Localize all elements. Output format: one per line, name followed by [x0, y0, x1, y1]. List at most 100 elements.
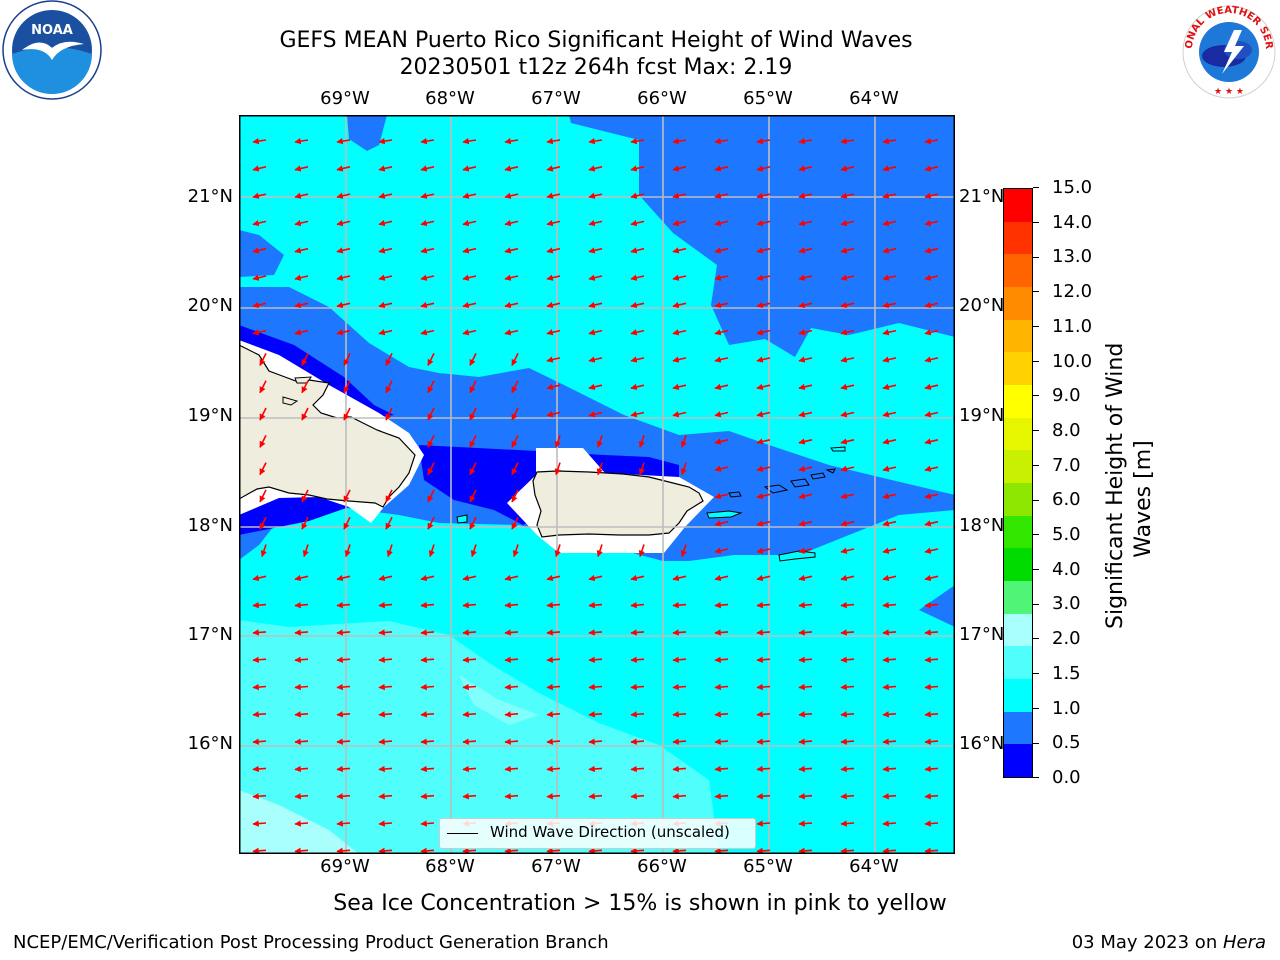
contour-0-0-southwest [239, 495, 349, 535]
wave-direction-arrow [336, 820, 351, 827]
noaa-logo-text: NOAA [31, 23, 73, 38]
wave-direction-arrow [714, 274, 729, 281]
wave-direction-arrow [798, 629, 813, 636]
lat-label-right-16n: 16°N [959, 733, 1005, 754]
wind-wave-arrows [252, 137, 939, 854]
wave-direction-arrow [714, 356, 729, 363]
wave-direction-arrow [756, 765, 771, 773]
wave-direction-arrow [504, 683, 519, 691]
wave-direction-arrow [672, 301, 687, 309]
wave-direction-arrow [924, 574, 939, 582]
wave-direction-arrow [840, 629, 855, 636]
wave-direction-arrow [840, 438, 855, 445]
wave-direction-arrow [294, 247, 309, 254]
land-virgin-islands-1 [763, 484, 789, 494]
wave-direction-arrow [385, 380, 393, 394]
wave-direction-arrow [420, 629, 435, 636]
wave-direction-arrow [259, 434, 267, 448]
colorbar-tick-label: 5.0 [1052, 524, 1081, 546]
wave-direction-arrow [378, 820, 393, 827]
wave-direction-arrow [302, 544, 309, 558]
wave-direction-arrow [672, 411, 687, 418]
wave-direction-arrow [798, 274, 813, 281]
map-title-line2: 20230501 t12z 264h fcst Max: 2.19 [399, 55, 793, 80]
lon-label-bottom-67w: 67°W [531, 856, 581, 877]
colorbar-tick-label: 15.0 [1052, 177, 1093, 198]
wave-direction-arrow [630, 165, 645, 172]
wave-direction-arrow [546, 656, 561, 663]
colorbar-tick-mark [1033, 603, 1039, 605]
wave-direction-arrow [924, 383, 939, 391]
wave-direction-arrow [427, 489, 435, 503]
wave-direction-arrow [420, 683, 435, 691]
lat-label-right-17n: 17°N [959, 624, 1005, 645]
wave-direction-arrow [630, 192, 645, 199]
colorbar-tick-mark [1033, 430, 1039, 432]
wave-direction-arrow [378, 329, 393, 336]
footer-date: 03 May 2023 on Hera [1072, 932, 1266, 953]
wave-direction-arrow [252, 192, 267, 199]
colorbar-bin [1004, 548, 1032, 581]
wave-direction-arrow [714, 683, 729, 691]
wave-direction-arrow [924, 301, 939, 309]
wave-direction-arrow [378, 165, 393, 172]
wave-direction-arrow [924, 219, 939, 227]
colorbar-bin [1004, 711, 1032, 745]
wave-direction-arrow [798, 165, 813, 172]
wave-direction-arrow [462, 219, 477, 227]
wave-direction-arrow [840, 574, 855, 582]
map-legend: Wind Wave Direction (unscaled) [439, 818, 756, 849]
wave-direction-arrow [294, 574, 309, 582]
wave-direction-arrow [252, 165, 267, 172]
colorbar-tick-mark [1033, 395, 1039, 397]
colorbar-label-line1: Significant Height of Wind [1103, 342, 1128, 629]
wave-direction-arrow [798, 711, 813, 718]
wave-direction-arrow [798, 574, 813, 582]
wave-direction-arrow [672, 601, 687, 609]
wave-direction-arrow [756, 847, 771, 854]
wave-direction-arrow [924, 847, 939, 854]
wave-direction-arrow [252, 247, 267, 254]
wave-direction-arrow [385, 407, 393, 421]
wave-direction-arrow [672, 574, 687, 582]
wave-direction-arrow [672, 329, 687, 336]
contour-2-0-patch [459, 675, 539, 725]
wave-direction-arrow [882, 247, 897, 254]
land-culebra [728, 491, 742, 498]
wave-direction-arrow [630, 793, 645, 800]
wave-direction-arrow [294, 820, 309, 827]
wave-direction-arrow [378, 793, 393, 800]
wave-direction-arrow [462, 329, 477, 336]
wave-direction-arrow [378, 847, 393, 854]
wave-direction-arrow [840, 137, 855, 145]
wave-direction-arrow [301, 489, 309, 503]
wave-direction-arrow [596, 435, 603, 448]
wave-direction-arrow [714, 192, 729, 199]
wave-direction-arrow [378, 601, 393, 609]
wave-direction-arrow [630, 411, 645, 418]
wave-direction-arrow [259, 489, 267, 503]
wave-direction-arrow [385, 516, 393, 530]
wave-direction-arrow [378, 711, 393, 718]
wave-direction-arrow [672, 274, 687, 281]
lat-label-left-20n: 20°N [187, 295, 233, 316]
colorbar-tick-label: 1.5 [1052, 662, 1081, 684]
wave-direction-arrow [840, 383, 855, 391]
wave-direction-arrow [546, 192, 561, 199]
wave-direction-arrow [343, 489, 351, 503]
wave-direction-arrow [336, 329, 351, 336]
colorbar-tick-label: 0.0 [1052, 767, 1081, 788]
colorbar-bin [1004, 613, 1032, 647]
wave-direction-arrow [630, 683, 645, 691]
wave-direction-arrow [511, 407, 519, 421]
wave-direction-arrow [378, 301, 393, 309]
wave-direction-arrow [924, 547, 939, 554]
wave-direction-arrow [588, 629, 603, 636]
wave-direction-arrow [546, 601, 561, 609]
wave-direction-arrow [882, 574, 897, 582]
wave-direction-arrow [672, 683, 687, 691]
wave-direction-arrow [301, 407, 309, 421]
wave-direction-arrow [252, 765, 267, 773]
lon-label-top-67w: 67°W [531, 88, 581, 109]
wave-direction-arrow [378, 656, 393, 663]
